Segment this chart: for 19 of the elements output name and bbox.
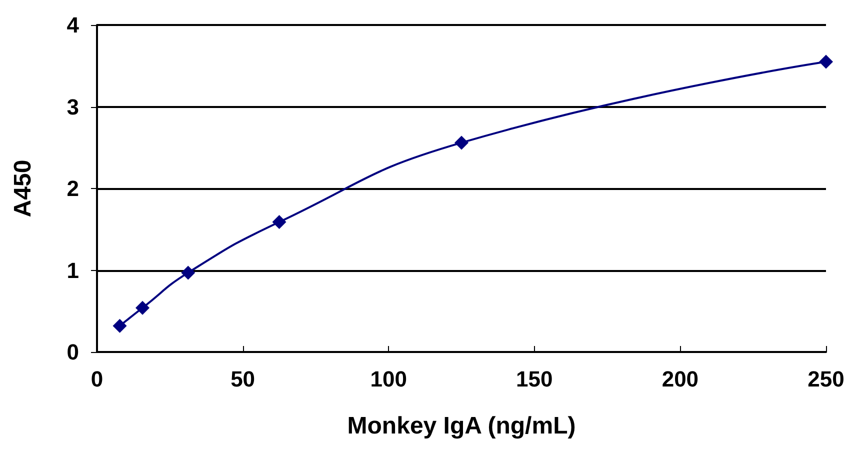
x-tick-label: 100 (370, 366, 407, 392)
y-tick-label: 1 (66, 258, 79, 283)
point (454, 136, 468, 150)
point (181, 266, 196, 280)
x-tick-label: 50 (230, 366, 256, 392)
y-tick-label: 2 (66, 176, 79, 201)
x-tick-label: 0 (90, 366, 104, 392)
x-tick-label: 150 (516, 366, 553, 392)
point (819, 54, 833, 69)
y-tick-label: 4 (66, 12, 80, 38)
x-tick-label: 250 (808, 366, 844, 392)
x-tick-label: 200 (662, 366, 699, 392)
x-axis-title: Monkey IgA (ng/mL) (347, 412, 576, 440)
y-tick-label: 3 (66, 94, 79, 120)
point (272, 215, 286, 230)
y-axis-title: A450 (10, 160, 36, 218)
y-tick-label: 0 (66, 340, 79, 364)
point (135, 300, 150, 315)
point (112, 318, 127, 333)
